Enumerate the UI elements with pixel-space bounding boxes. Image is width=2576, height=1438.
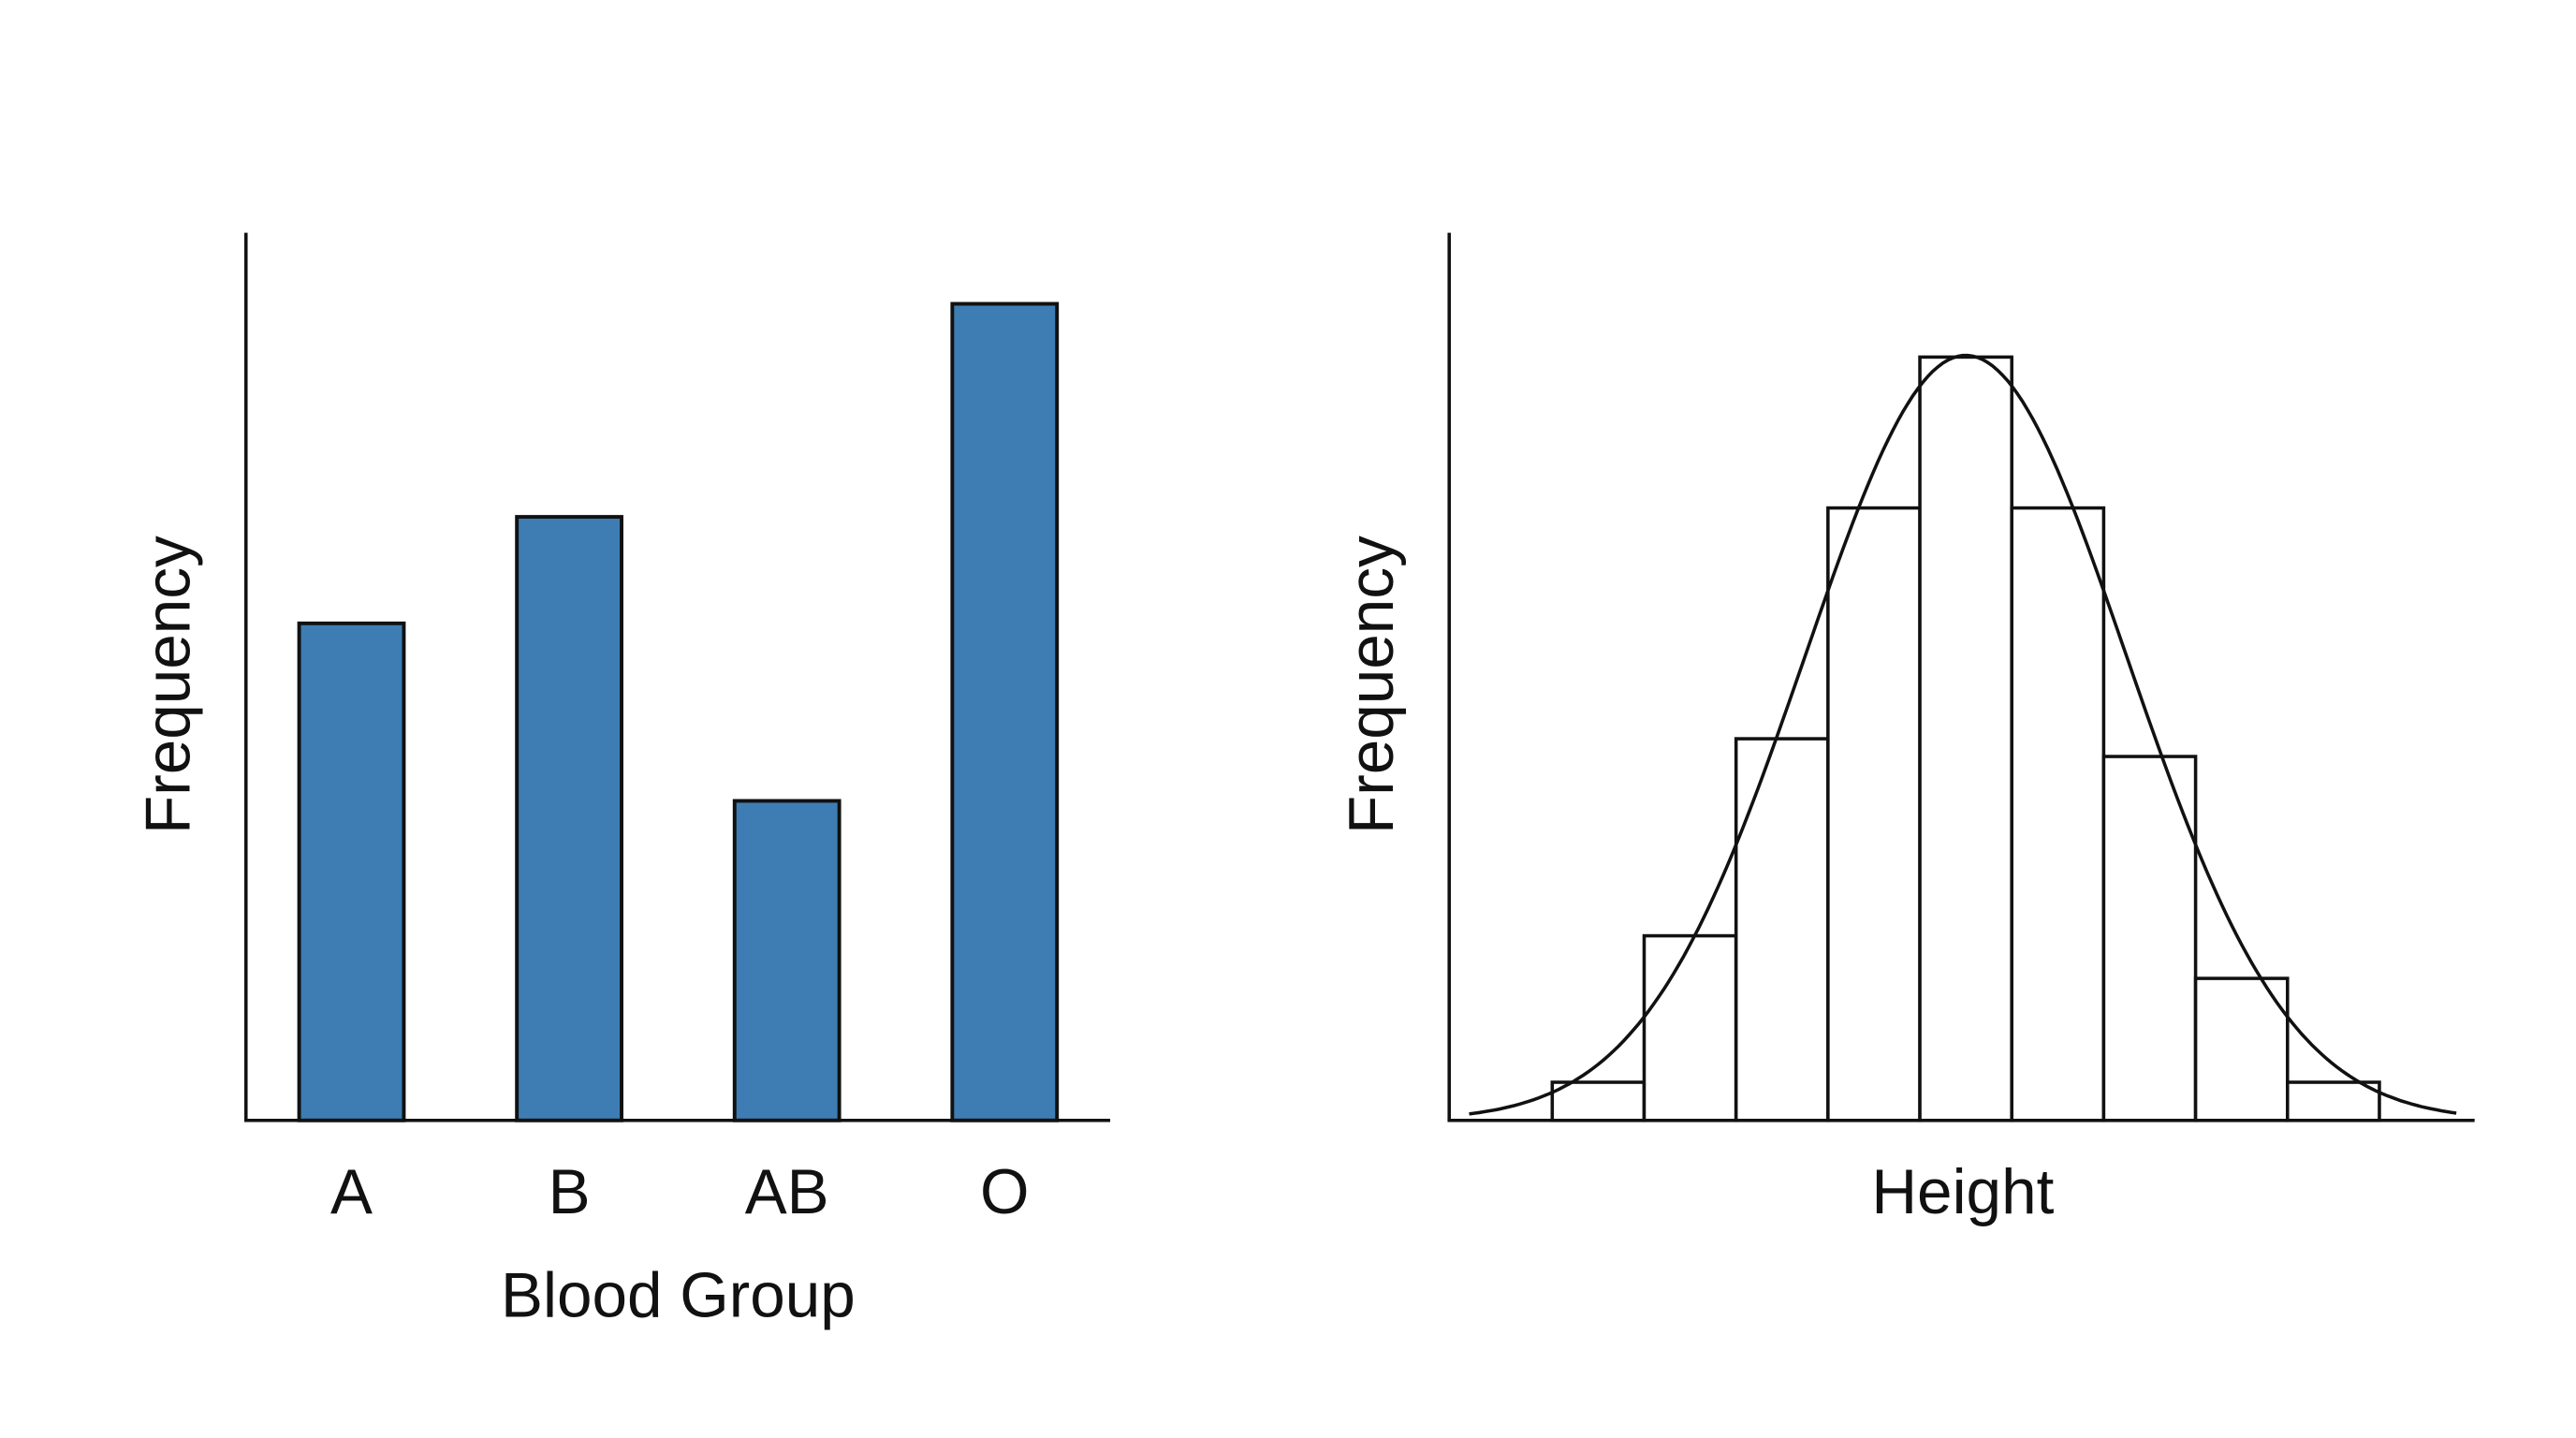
histogram-bin [1642,933,1738,1123]
histogram-bin [2010,506,2106,1123]
height-histogram: Height Frequency [1337,232,2475,1227]
histogram-bin [1826,506,1922,1123]
bar-B [515,515,623,1123]
x-tick-label: O [980,1157,1029,1227]
x-axis-label: Height [1871,1157,2054,1227]
normal-curve [1469,353,2457,1116]
y-axis-label: Frequency [133,536,203,834]
blood-group-bar-chart: A B AB O Blood Group Frequency [133,232,1111,1330]
x-tick-label: B [549,1157,591,1227]
histogram-bin [2286,1080,2381,1123]
y-axis-label: Frequency [1337,536,1407,834]
bar-O [950,301,1060,1123]
histogram-bin [1918,355,2013,1123]
histogram-bin [2101,755,2198,1123]
x-axis-label: Blood Group [501,1260,856,1330]
histogram-bin [1550,1080,1647,1123]
x-tick-label: AB [745,1157,829,1227]
x-tick-label: A [330,1157,373,1227]
histogram-bin [1734,737,1830,1123]
bar-AB [732,799,842,1123]
histogram-bin [2193,976,2290,1123]
bar-A [297,621,406,1123]
